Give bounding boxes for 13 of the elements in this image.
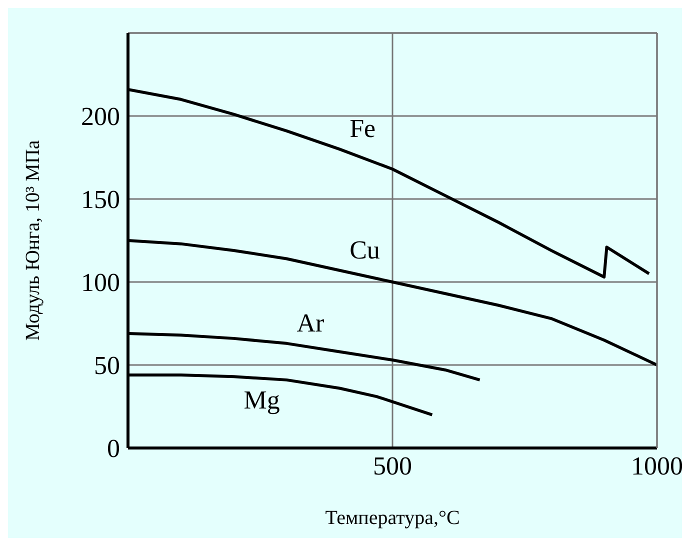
y-axis-title: Модуль Юнга, 10³ МПа (22, 140, 44, 341)
x-tick-label: 1000 (631, 451, 683, 480)
x-tick-label: 500 (373, 451, 412, 480)
series-label: Fe (350, 114, 376, 144)
y-tick-label: 0 (107, 434, 120, 464)
series-label: Cu (350, 235, 380, 264)
series-label: Ar (296, 308, 324, 338)
y-tick-label: 100 (81, 268, 120, 298)
series-label: Mg (244, 386, 280, 415)
x-axis-title: Температура,°C (325, 507, 460, 529)
y-tick-label: 150 (81, 185, 120, 214)
y-tick-label: 200 (81, 102, 120, 132)
y-tick-label: 50 (94, 351, 120, 380)
